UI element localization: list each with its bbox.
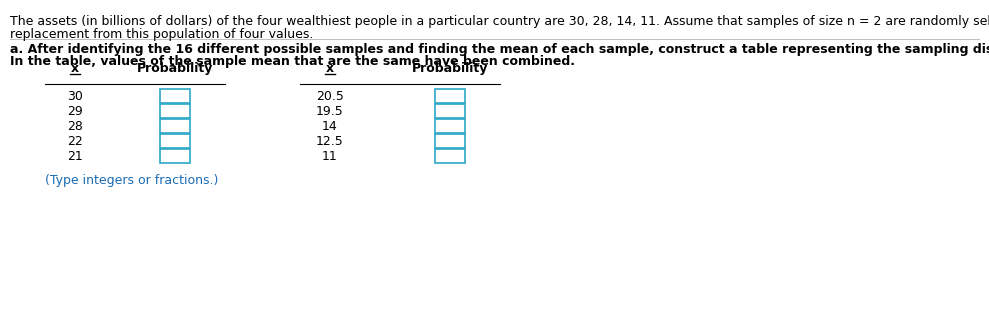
Text: a. After identifying the 16 different possible samples and finding the mean of e: a. After identifying the 16 different po…	[10, 43, 989, 56]
Text: 21: 21	[67, 149, 83, 163]
FancyBboxPatch shape	[435, 104, 465, 118]
FancyBboxPatch shape	[435, 149, 465, 163]
FancyBboxPatch shape	[435, 119, 465, 133]
Text: 22: 22	[67, 135, 83, 147]
Text: 11: 11	[322, 149, 338, 163]
FancyBboxPatch shape	[435, 89, 465, 103]
Text: The assets (in billions of dollars) of the four wealthiest people in a particula: The assets (in billions of dollars) of t…	[10, 15, 989, 28]
FancyBboxPatch shape	[160, 89, 190, 103]
FancyBboxPatch shape	[435, 134, 465, 148]
Text: x: x	[326, 62, 334, 75]
FancyBboxPatch shape	[160, 149, 190, 163]
Text: 14: 14	[322, 119, 338, 132]
Text: 20.5: 20.5	[316, 90, 344, 102]
Text: 19.5: 19.5	[316, 105, 344, 118]
Text: 28: 28	[67, 119, 83, 132]
Text: 12.5: 12.5	[316, 135, 344, 147]
Text: x: x	[71, 62, 79, 75]
Text: Probability: Probability	[136, 62, 214, 75]
FancyBboxPatch shape	[160, 104, 190, 118]
Text: (Type integers or fractions.): (Type integers or fractions.)	[45, 174, 219, 187]
FancyBboxPatch shape	[160, 134, 190, 148]
Text: replacement from this population of four values.: replacement from this population of four…	[10, 28, 314, 41]
Text: 29: 29	[67, 105, 83, 118]
Text: In the table, values of the sample mean that are the same have been combined.: In the table, values of the sample mean …	[10, 55, 575, 68]
Text: Probability: Probability	[411, 62, 489, 75]
FancyBboxPatch shape	[160, 119, 190, 133]
Text: 30: 30	[67, 90, 83, 102]
